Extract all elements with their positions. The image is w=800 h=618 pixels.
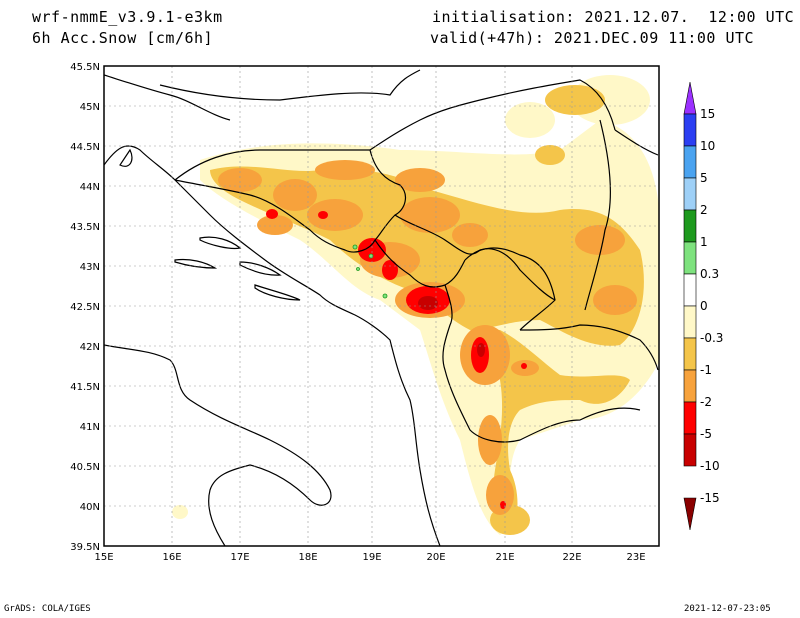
colorbar-label: 10	[700, 139, 715, 153]
colorbar-box	[683, 113, 697, 147]
lat-tick: 43.5N	[70, 222, 100, 233]
colorbar-box	[683, 241, 697, 275]
snow-spots	[352, 244, 388, 299]
footer-credit: GrADS: COLA/IGES	[4, 604, 91, 614]
colorbar-label: -15	[700, 491, 720, 505]
footer-timestamp: 2021-12-07-23:05	[684, 604, 771, 614]
lat-tick: 40N	[80, 502, 100, 513]
lon-tick: 15E	[94, 552, 113, 563]
init-time: initialisation: 2021.12.07. 12:00 UTC	[432, 8, 795, 26]
colorbar-label: 2	[700, 203, 708, 217]
colorbar-label: 0	[700, 299, 708, 313]
colorbar-label: 0.3	[700, 267, 719, 281]
field-name: 6h Acc.Snow [cm/6h]	[32, 29, 214, 47]
lon-tick: 23E	[626, 552, 645, 563]
colorbar-label: -10	[700, 459, 720, 473]
colorbar-box	[683, 145, 697, 179]
colorbar-box	[683, 209, 697, 243]
colorbar-label: 15	[700, 107, 715, 121]
lat-tick: 41.5N	[70, 382, 100, 393]
lon-tick: 22E	[562, 552, 581, 563]
colorbar-label: 1	[700, 235, 708, 249]
lat-tick-labels: 45.5N 45N 44.5N 44N 43.5N 43N 42.5N 42N …	[70, 62, 100, 553]
lon-tick: 21E	[495, 552, 514, 563]
lon-tick: 16E	[162, 552, 181, 563]
lat-tick: 44N	[80, 182, 100, 193]
lat-tick: 39.5N	[70, 542, 100, 553]
colorbar-box	[683, 433, 697, 467]
boundaries	[104, 69, 659, 546]
colorbar-label: -1	[700, 363, 712, 377]
colorbar-box	[683, 273, 697, 307]
lat-tick: 40.5N	[70, 462, 100, 473]
colorbar-box	[683, 337, 697, 371]
model-name: wrf-nmmE_v3.9.1-e3km	[32, 8, 223, 26]
lat-tick: 45.5N	[70, 62, 100, 73]
lon-tick: 19E	[362, 552, 381, 563]
colorbar: 15 10 5 2 1 0.3 0 -0.3 -1 -2 -5 -10 -15	[683, 81, 723, 531]
snow-field-darkred	[418, 296, 485, 357]
lat-tick: 45N	[80, 102, 100, 113]
colorbar-box	[683, 305, 697, 339]
map-area	[104, 66, 659, 546]
colorbar-label: -0.3	[700, 331, 723, 345]
lon-tick: 18E	[298, 552, 317, 563]
colorbar-bottom-arrow	[683, 497, 697, 531]
valid-time: valid(+47h): 2021.DEC.09 11:00 UTC	[430, 29, 755, 47]
lat-tick: 44.5N	[70, 142, 100, 153]
lat-tick: 42N	[80, 342, 100, 353]
colorbar-label: -5	[700, 427, 712, 441]
lon-tick: 17E	[230, 552, 249, 563]
grid	[104, 66, 659, 546]
colorbar-box	[683, 401, 697, 435]
lon-tick-labels: 15E 16E 17E 18E 19E 20E 21E 22E 23E	[94, 552, 645, 563]
lat-tick: 42.5N	[70, 302, 100, 313]
lat-tick: 43N	[80, 262, 100, 273]
lon-tick: 20E	[426, 552, 445, 563]
colorbar-label: 5	[700, 171, 708, 185]
map-frame	[103, 65, 660, 547]
colorbar-box	[683, 369, 697, 403]
colorbar-box	[683, 177, 697, 211]
lat-tick: 41N	[80, 422, 100, 433]
colorbar-top-arrow	[683, 81, 697, 115]
colorbar-label: -2	[700, 395, 712, 409]
